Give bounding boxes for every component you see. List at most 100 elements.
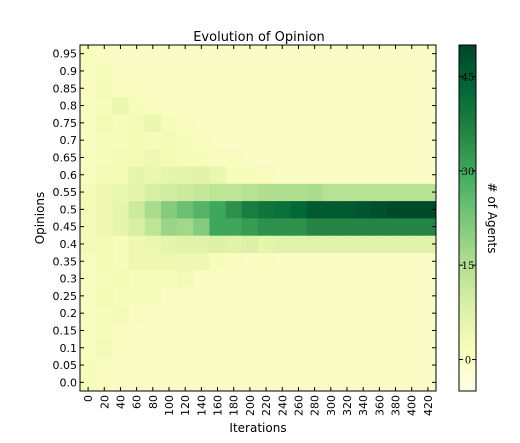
heatmap-cell: [209, 96, 227, 115]
colorbar-title: # of Agents: [485, 182, 499, 253]
heatmap-cell: [225, 45, 243, 63]
chart-title: Evolution of Opinion: [193, 30, 325, 45]
heatmap-cell: [387, 235, 405, 253]
heatmap-cell: [355, 114, 372, 132]
x-tick-label: 200: [244, 395, 257, 416]
heatmap-cell: [144, 200, 162, 219]
heatmap-cell: [96, 200, 113, 219]
heatmap-cell: [241, 356, 259, 375]
heatmap-cell: [128, 79, 146, 98]
heatmap-cell: [225, 356, 243, 375]
heatmap-cell: [306, 269, 324, 288]
heatmap-cell: [209, 339, 227, 357]
heatmap-cell: [322, 235, 340, 253]
heatmap-cell: [128, 200, 146, 219]
colorbar-tick-label: 0: [465, 356, 471, 367]
heatmap-cell: [225, 148, 243, 167]
heatmap-cell: [177, 183, 194, 202]
heatmap-cell: [209, 200, 227, 219]
heatmap-cell: [290, 131, 307, 150]
x-tick-label: 380: [390, 395, 403, 416]
y-tick-label: 0.85: [53, 82, 78, 95]
heatmap-cell: [290, 356, 307, 375]
heatmap-cell: [403, 200, 421, 219]
heatmap-cell: [225, 339, 243, 357]
heatmap-cell: [322, 114, 340, 132]
heatmap-cell: [322, 269, 340, 288]
heatmap-cell: [80, 235, 97, 253]
heatmap-cell: [177, 321, 194, 340]
heatmap-cell: [403, 166, 421, 184]
heatmap-cell: [144, 96, 162, 115]
heatmap-cell: [193, 287, 210, 305]
heatmap-cell: [128, 218, 146, 236]
heatmap-cell: [160, 304, 178, 323]
colorbar-ticks: 0 15 30 45: [459, 72, 476, 367]
x-tick-label: 60: [131, 395, 144, 409]
heatmap-cell: [258, 218, 275, 236]
heatmap-cell: [96, 356, 113, 375]
y-tick-label: 0.05: [53, 359, 78, 372]
heatmap-cell: [274, 252, 291, 271]
heatmap-cell: [112, 183, 129, 202]
heatmap-cell: [258, 373, 275, 392]
heatmap-cell: [160, 269, 178, 288]
heatmap-cell: [274, 166, 291, 184]
heatmap-cell: [193, 183, 210, 202]
heatmap-cell: [371, 79, 388, 98]
heatmap-cell: [274, 62, 291, 80]
heatmap-cell: [387, 287, 405, 305]
heatmap-cell: [355, 321, 372, 340]
heatmap-cell: [274, 287, 291, 305]
y-tick-label: 0.6: [60, 169, 78, 182]
heatmap-cell: [128, 339, 146, 357]
y-tick-label: 0.75: [53, 117, 78, 130]
heatmap-cell: [128, 148, 146, 167]
heatmap-cell: [80, 287, 97, 305]
heatmap-cell: [371, 339, 388, 357]
heatmap-cell: [355, 252, 372, 271]
heatmap-cell: [112, 79, 129, 98]
heatmap-cell: [371, 148, 388, 167]
heatmap-cell: [274, 339, 291, 357]
heatmap-cell: [419, 287, 437, 305]
heatmap-cell: [144, 339, 162, 357]
heatmap-cell: [258, 321, 275, 340]
heatmap-cell: [403, 79, 421, 98]
heatmap-cell: [80, 45, 97, 63]
heatmap-cell: [387, 218, 405, 236]
heatmap-cell: [112, 269, 129, 288]
heatmap-cell: [355, 166, 372, 184]
heatmap-cell: [403, 356, 421, 375]
heatmap-cell: [96, 287, 113, 305]
heatmap-cell: [144, 45, 162, 63]
colorbar-tick-label: 30: [462, 167, 475, 178]
heatmap-cell: [193, 339, 210, 357]
heatmap-cell: [322, 356, 340, 375]
heatmap-cell: [355, 200, 372, 219]
heatmap-cell: [177, 287, 194, 305]
heatmap-cell: [355, 269, 372, 288]
heatmap-cell: [403, 235, 421, 253]
heatmap-cell: [338, 114, 356, 132]
heatmap-cell: [80, 62, 97, 80]
heatmap-cell: [290, 373, 307, 392]
heatmap-cell: [193, 131, 210, 150]
heatmap-cell: [160, 148, 178, 167]
heatmap-cell: [96, 252, 113, 271]
heatmap-cell: [258, 148, 275, 167]
heatmap-cell: [419, 373, 437, 392]
heatmap-cell: [241, 96, 259, 115]
heatmap-cell: [96, 62, 113, 80]
heatmap-cell: [290, 114, 307, 132]
heatmap-cell: [241, 131, 259, 150]
heatmap-cell: [112, 45, 129, 63]
heatmap-cell: [355, 148, 372, 167]
heatmap-cell: [177, 269, 194, 288]
heatmap-cell: [225, 235, 243, 253]
heatmap-cell: [274, 235, 291, 253]
heatmap-cell: [419, 183, 437, 202]
heatmap-cell: [80, 321, 97, 340]
heatmap-cell: [274, 79, 291, 98]
heatmap-cell: [419, 148, 437, 167]
